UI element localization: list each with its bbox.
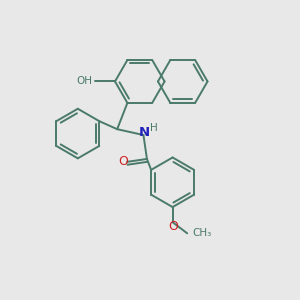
- Text: H: H: [150, 123, 158, 133]
- Text: O: O: [168, 220, 178, 233]
- Text: N: N: [139, 126, 150, 139]
- Text: CH₃: CH₃: [192, 228, 212, 238]
- Text: O: O: [118, 155, 128, 168]
- Text: OH: OH: [76, 76, 92, 86]
